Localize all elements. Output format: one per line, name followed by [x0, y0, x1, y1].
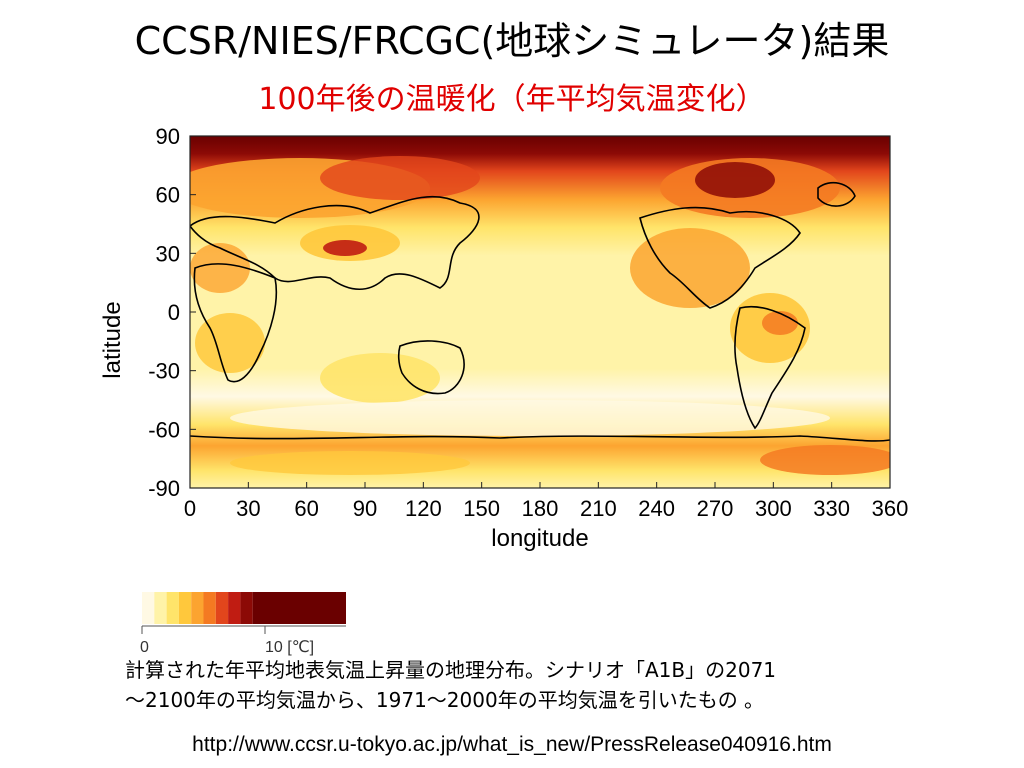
colorbar-cell — [240, 592, 253, 624]
x-tick-label: 270 — [697, 496, 734, 521]
x-axis-label: longitude — [491, 525, 588, 552]
x-tick-label: 300 — [755, 496, 792, 521]
colorbar-cell — [178, 592, 192, 624]
caption-line-1: 計算された年平均地表気温上昇量の地理分布。シナリオ「A1B」の2071 — [125, 658, 777, 682]
colorbar-cell — [191, 592, 204, 624]
colorbar-cell — [154, 592, 167, 624]
x-tick-label: 180 — [522, 496, 559, 521]
y-tick-label: 0 — [168, 300, 180, 325]
colorbar-cell — [203, 592, 216, 624]
x-tick-label: 30 — [236, 496, 260, 521]
y-tick-label: 90 — [156, 124, 180, 149]
y-tick-label: 60 — [156, 183, 180, 208]
coastlines — [190, 181, 890, 442]
colorbar-cell — [215, 592, 229, 624]
y-axis: 90 60 30 0 -30 -60 -90 — [148, 124, 196, 501]
x-axis: 0 30 60 90 120 150 180 210 240 270 300 330 360 — [184, 482, 908, 521]
figure-caption: 計算された年平均地表気温上昇量の地理分布。シナリオ「A1B」の2071 ～210… — [125, 655, 915, 715]
colorbar-svg: 0 10 [℃] — [140, 592, 346, 656]
x-tick-label: 0 — [184, 496, 196, 521]
y-axis-label: latitude — [100, 301, 126, 378]
caption-line-2: ～2100年の平均気温から、1971～2000年の平均気温を引いたもの 。 — [125, 688, 765, 712]
colorbar-legend: 0 10 [℃] — [140, 592, 350, 658]
slide-subtitle: 100年後の温暖化（年平均気温変化） — [258, 82, 766, 117]
x-tick-label: 360 — [872, 496, 909, 521]
colorbar-max-label: 10 [℃] — [265, 639, 314, 656]
colorbar-min-label: 0 — [140, 639, 149, 656]
colorbar-cell — [142, 592, 155, 624]
slide-title: CCSR/NIES/FRCGC(地球シミュレータ)結果 — [134, 19, 890, 63]
y-tick-label: 30 — [156, 241, 180, 266]
colorbar-cell — [252, 592, 346, 624]
colorbar-cell — [166, 592, 179, 624]
x-tick-label: 210 — [580, 496, 617, 521]
y-tick-label: -60 — [148, 417, 180, 442]
x-tick-label: 60 — [294, 496, 318, 521]
x-tick-label: 120 — [405, 496, 442, 521]
warming-map-chart: 90 60 30 0 -30 -60 -90 0 30 60 90 120 150 180 210 240 2… — [99, 118, 920, 558]
y-tick-label: -90 — [148, 476, 180, 501]
colorbar-cells — [142, 592, 346, 624]
source-url[interactable]: http://www.ccsr.u-tokyo.ac.jp/what_is_ne… — [192, 733, 832, 756]
y-tick-label: -30 — [148, 359, 180, 384]
heatmap-field — [190, 136, 890, 488]
colorbar-cell — [228, 592, 241, 624]
x-tick-label: 150 — [463, 496, 500, 521]
x-tick-label: 90 — [353, 496, 377, 521]
x-tick-label: 240 — [638, 496, 675, 521]
x-tick-label: 330 — [813, 496, 850, 521]
